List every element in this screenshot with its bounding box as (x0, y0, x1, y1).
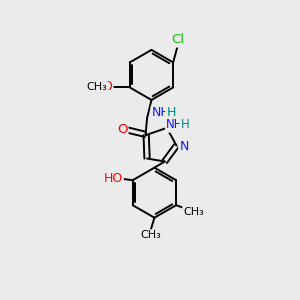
Text: NH: NH (152, 106, 171, 119)
Text: CH₃: CH₃ (183, 207, 204, 217)
Text: NH: NH (166, 118, 184, 131)
Text: CH₃: CH₃ (87, 82, 107, 92)
Text: Cl: Cl (171, 33, 184, 46)
Text: H: H (181, 118, 189, 131)
Text: O: O (102, 80, 112, 93)
Text: O: O (117, 123, 127, 136)
Text: H: H (167, 106, 176, 119)
Text: CH₃: CH₃ (140, 230, 161, 240)
Text: HO: HO (103, 172, 123, 184)
Text: N: N (179, 140, 189, 153)
